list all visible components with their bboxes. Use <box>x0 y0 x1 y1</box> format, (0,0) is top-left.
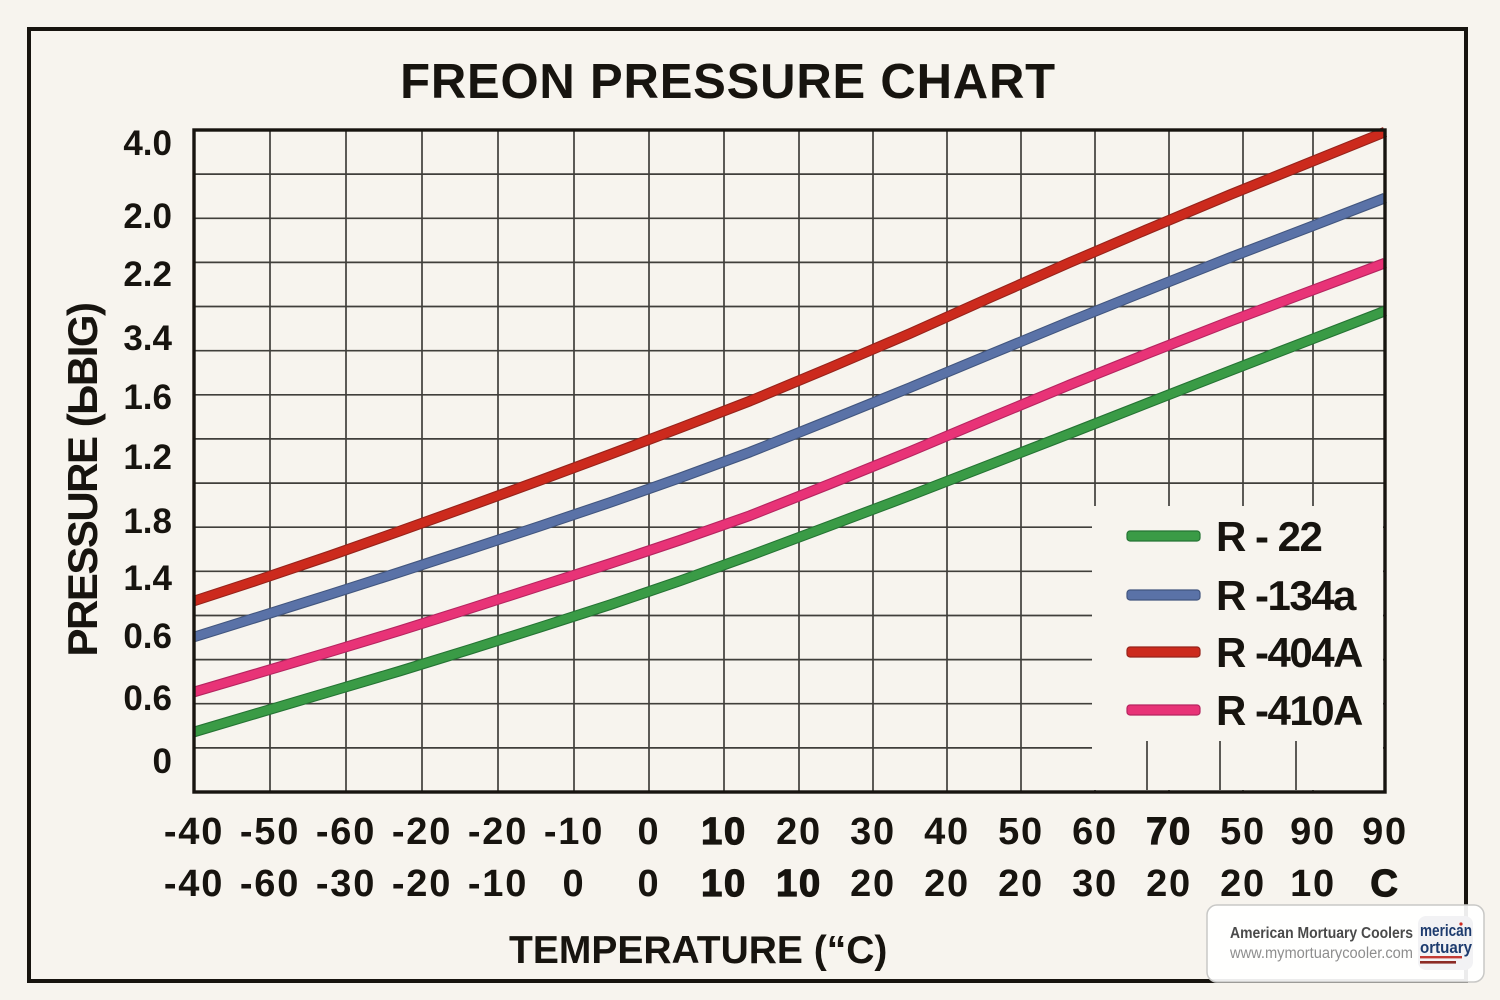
svg-text:R -410A: R -410A <box>1216 687 1363 734</box>
svg-text:www.mymortuarycooler.com: www.mymortuarycooler.com <box>1229 945 1413 962</box>
svg-text:R - 22: R - 22 <box>1216 513 1322 560</box>
svg-text:-20: -20 <box>468 811 528 853</box>
svg-text:20: 20 <box>924 863 970 905</box>
svg-text:1.2: 1.2 <box>123 438 172 477</box>
svg-text:merican: merican <box>1420 921 1472 940</box>
svg-text:20: 20 <box>1220 863 1266 905</box>
svg-text:60: 60 <box>1072 811 1118 853</box>
svg-text:20: 20 <box>850 863 896 905</box>
svg-text:0: 0 <box>638 811 661 853</box>
svg-text:70: 70 <box>1146 811 1192 853</box>
svg-text:10: 10 <box>776 863 822 905</box>
svg-text:90: 90 <box>1290 811 1336 853</box>
svg-text:-40: -40 <box>164 863 224 905</box>
svg-text:0: 0 <box>153 742 172 781</box>
svg-text:-10: -10 <box>468 863 528 905</box>
svg-text:40: 40 <box>924 811 970 853</box>
svg-text:50: 50 <box>998 811 1044 853</box>
svg-text:0.6: 0.6 <box>123 679 172 718</box>
svg-text:R -134a: R -134a <box>1216 572 1357 619</box>
svg-text:4.0: 4.0 <box>123 124 172 163</box>
svg-text:-30: -30 <box>316 863 376 905</box>
svg-text:-10: -10 <box>544 811 604 853</box>
svg-text:30: 30 <box>850 811 896 853</box>
svg-text:1.8: 1.8 <box>123 502 172 541</box>
svg-text:-60: -60 <box>240 863 300 905</box>
svg-text:30: 30 <box>1072 863 1118 905</box>
svg-text:C: C <box>1370 863 1399 905</box>
svg-text:20: 20 <box>998 863 1044 905</box>
svg-text:2.2: 2.2 <box>123 255 172 294</box>
svg-text:TEMPERATURE (“C): TEMPERATURE (“C) <box>509 929 887 972</box>
svg-text:-40: -40 <box>164 811 224 853</box>
svg-text:90: 90 <box>1362 811 1408 853</box>
svg-text:FREON PRESSURE CHART: FREON PRESSURE CHART <box>400 55 1056 109</box>
svg-text:10: 10 <box>701 811 747 853</box>
svg-text:-60: -60 <box>316 811 376 853</box>
svg-text:0: 0 <box>638 863 661 905</box>
svg-text:American Mortuary Coolers: American Mortuary Coolers <box>1230 925 1413 942</box>
svg-text:20: 20 <box>776 811 822 853</box>
svg-text:0: 0 <box>563 863 586 905</box>
svg-text:R -404A: R -404A <box>1216 629 1363 676</box>
svg-text:2.0: 2.0 <box>123 197 172 236</box>
svg-text:20: 20 <box>1146 863 1192 905</box>
svg-text:1.6: 1.6 <box>123 378 172 417</box>
svg-text:ortuary: ortuary <box>1420 938 1472 957</box>
svg-text:-20: -20 <box>392 811 452 853</box>
svg-text:50: 50 <box>1220 811 1266 853</box>
svg-text:3.4: 3.4 <box>123 319 172 358</box>
svg-text:10: 10 <box>1290 863 1336 905</box>
svg-text:-50: -50 <box>240 811 300 853</box>
svg-text:-20: -20 <box>392 863 452 905</box>
svg-text:PRESSURE (ЬBIG): PRESSURE (ЬBIG) <box>59 303 106 656</box>
svg-text:10: 10 <box>701 863 747 905</box>
svg-text:1.4: 1.4 <box>123 559 172 598</box>
svg-text:0.6: 0.6 <box>123 617 172 656</box>
